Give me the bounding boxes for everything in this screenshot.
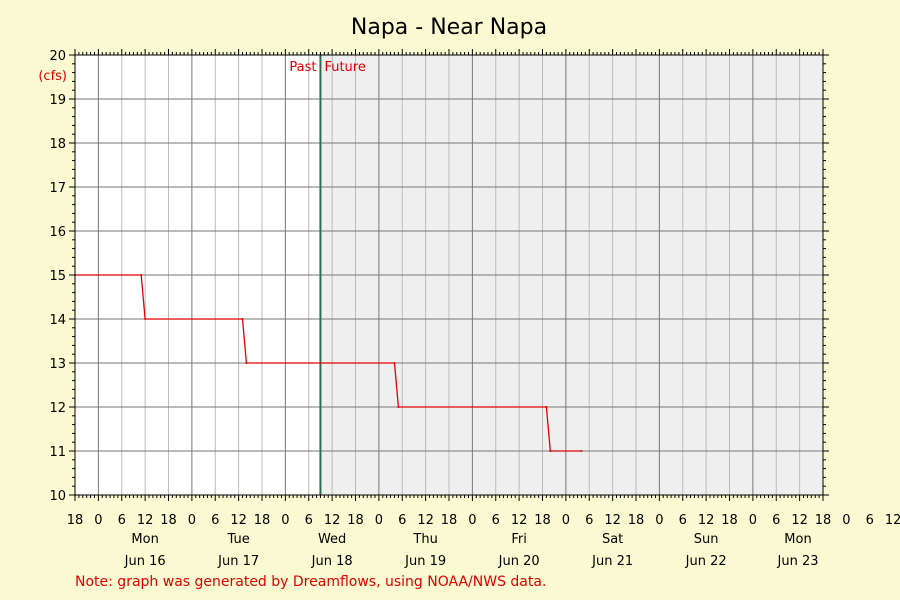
x-day-label: Sun (694, 532, 719, 547)
x-date-label: Jun 16 (124, 554, 166, 569)
x-hour-label: 18 (160, 513, 177, 528)
data-point (140, 274, 143, 276)
x-hour-label: 12 (417, 513, 434, 528)
chart-title: Napa - Near Napa (351, 15, 547, 40)
y-tick-label: 11 (49, 445, 66, 460)
grid-lines (75, 55, 823, 495)
x-hour-label: 12 (698, 513, 715, 528)
x-hour-label: 18 (347, 513, 364, 528)
x-hour-label: 0 (468, 513, 476, 528)
x-axis: 18 0 6 12 18 0 6 12 18 0 6 12 18 0 6 12 18 0 6 12 18 0 6 12 18 0 6… (67, 513, 900, 569)
x-day-label: Tue (227, 532, 250, 547)
x-hour-label: 0 (281, 513, 289, 528)
y-tick-label: 19 (49, 93, 66, 108)
data-point (580, 450, 583, 452)
x-hour-label: 6 (772, 513, 780, 528)
y-tick-label: 18 (49, 137, 66, 152)
x-hour-label: 18 (67, 513, 84, 528)
x-hour-label: 0 (94, 513, 102, 528)
x-day-label: Wed (318, 532, 346, 547)
x-hour-label: 12 (324, 513, 341, 528)
data-point (245, 362, 248, 364)
x-day-label: Mon (784, 532, 811, 547)
x-hour-label: 18 (534, 513, 551, 528)
data-point (549, 450, 552, 452)
flow-series-line (75, 274, 582, 452)
x-hour-label: 18 (254, 513, 271, 528)
series-layer (74, 274, 583, 452)
x-hour-label: 18 (441, 513, 458, 528)
x-date-label: Jun 17 (217, 554, 259, 569)
now-marker: Past Future (289, 55, 366, 495)
y-axis-unit: (cfs) (38, 69, 67, 84)
y-tick-label: 14 (49, 313, 66, 328)
x-hour-label: 0 (562, 513, 570, 528)
y-tick-label: 15 (49, 269, 66, 284)
x-hour-label: 12 (885, 513, 900, 528)
x-hour-label: 0 (842, 513, 850, 528)
data-point (393, 362, 396, 364)
x-hour-label: 0 (375, 513, 383, 528)
y-tick-label: 13 (49, 357, 66, 372)
x-hour-label: 6 (211, 513, 219, 528)
x-hour-label: 12 (791, 513, 808, 528)
x-day-label: Fri (511, 532, 527, 547)
x-day-label: Mon (131, 532, 158, 547)
x-hour-label: 0 (655, 513, 663, 528)
x-hour-label: 6 (398, 513, 406, 528)
x-day-label: Sat (602, 532, 623, 547)
y-axis: 10 11 12 13 14 15 16 17 18 19 20 (49, 49, 66, 504)
past-label: Past (289, 60, 316, 75)
source-note: Note: graph was generated by Dreamflows,… (75, 574, 546, 590)
future-label: Future (324, 60, 365, 75)
x-date-label: Jun 21 (591, 554, 633, 569)
x-hour-label: 6 (679, 513, 687, 528)
x-date-label: Jun 23 (777, 554, 819, 569)
x-hour-label: 6 (585, 513, 593, 528)
y-tick-label: 10 (49, 489, 66, 504)
x-hour-label: 6 (866, 513, 874, 528)
x-date-label: Jun 20 (498, 554, 540, 569)
x-hour-label: 12 (511, 513, 528, 528)
x-date-label: Jun 18 (311, 554, 353, 569)
data-point (241, 318, 244, 320)
x-hour-label: 18 (628, 513, 645, 528)
x-hour-label: 12 (230, 513, 247, 528)
x-hour-label: 18 (815, 513, 832, 528)
plot-frame (69, 49, 829, 501)
y-tick-label: 20 (49, 49, 66, 64)
y-tick-label: 12 (49, 401, 66, 416)
data-point (545, 406, 548, 408)
x-hour-label: 18 (721, 513, 738, 528)
x-hour-label: 12 (604, 513, 621, 528)
data-point (397, 406, 400, 408)
x-hour-label: 6 (118, 513, 126, 528)
data-point (144, 318, 147, 320)
x-hour-label: 0 (749, 513, 757, 528)
x-day-label: Thu (412, 532, 437, 547)
x-date-label: Jun 22 (685, 554, 727, 569)
x-hour-label: 6 (305, 513, 313, 528)
y-tick-label: 17 (49, 181, 66, 196)
x-hour-label: 12 (137, 513, 154, 528)
x-date-label: Jun 19 (404, 554, 446, 569)
y-tick-label: 16 (49, 225, 66, 240)
x-hour-label: 6 (492, 513, 500, 528)
x-hour-label: 0 (188, 513, 196, 528)
